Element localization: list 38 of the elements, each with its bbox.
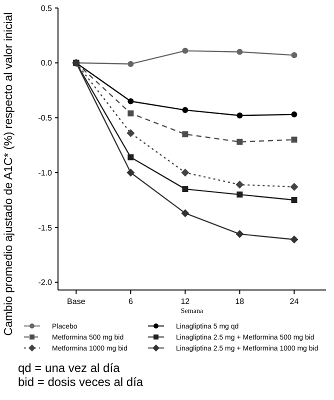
point bbox=[236, 180, 244, 189]
point bbox=[126, 129, 135, 138]
y-tick-label: -0.5 bbox=[38, 114, 53, 123]
y-tick-label: 0.0 bbox=[40, 58, 53, 68]
point bbox=[290, 182, 298, 191]
point bbox=[236, 192, 243, 198]
y-tick-label: -1.0 bbox=[38, 168, 53, 178]
point bbox=[236, 230, 244, 238]
x-tick-label: Base bbox=[67, 297, 86, 306]
x-tick-label: 6 bbox=[128, 297, 134, 306]
point bbox=[128, 60, 134, 67]
point bbox=[181, 209, 190, 218]
point bbox=[182, 186, 188, 192]
point bbox=[291, 197, 298, 204]
point bbox=[181, 168, 190, 177]
point bbox=[182, 48, 188, 54]
x-tick-label: 18 bbox=[235, 297, 245, 306]
point bbox=[291, 136, 298, 143]
point bbox=[291, 111, 298, 118]
point bbox=[128, 110, 134, 116]
point bbox=[126, 168, 135, 177]
y-tick-label: 0.5 bbox=[40, 4, 53, 13]
point bbox=[182, 107, 188, 114]
text: qd = una vez al día bbox=[18, 361, 120, 375]
y-tick-label: -2.0 bbox=[38, 278, 53, 288]
text: bid = dosis veces al día bbox=[18, 375, 144, 389]
point bbox=[128, 154, 134, 160]
point bbox=[182, 131, 188, 138]
point bbox=[290, 236, 298, 244]
point bbox=[128, 98, 134, 104]
point bbox=[236, 112, 243, 119]
point bbox=[236, 138, 243, 145]
y-axis-title: Cambio promedio ajustado de A1C* (%) respecto al valor inicial bbox=[3, 12, 15, 336]
point bbox=[291, 52, 298, 58]
x-tick-label: 24 bbox=[290, 297, 300, 306]
x-tick-label: 12 bbox=[180, 297, 190, 306]
point bbox=[236, 48, 243, 55]
y-tick-label: -1.5 bbox=[38, 223, 53, 232]
